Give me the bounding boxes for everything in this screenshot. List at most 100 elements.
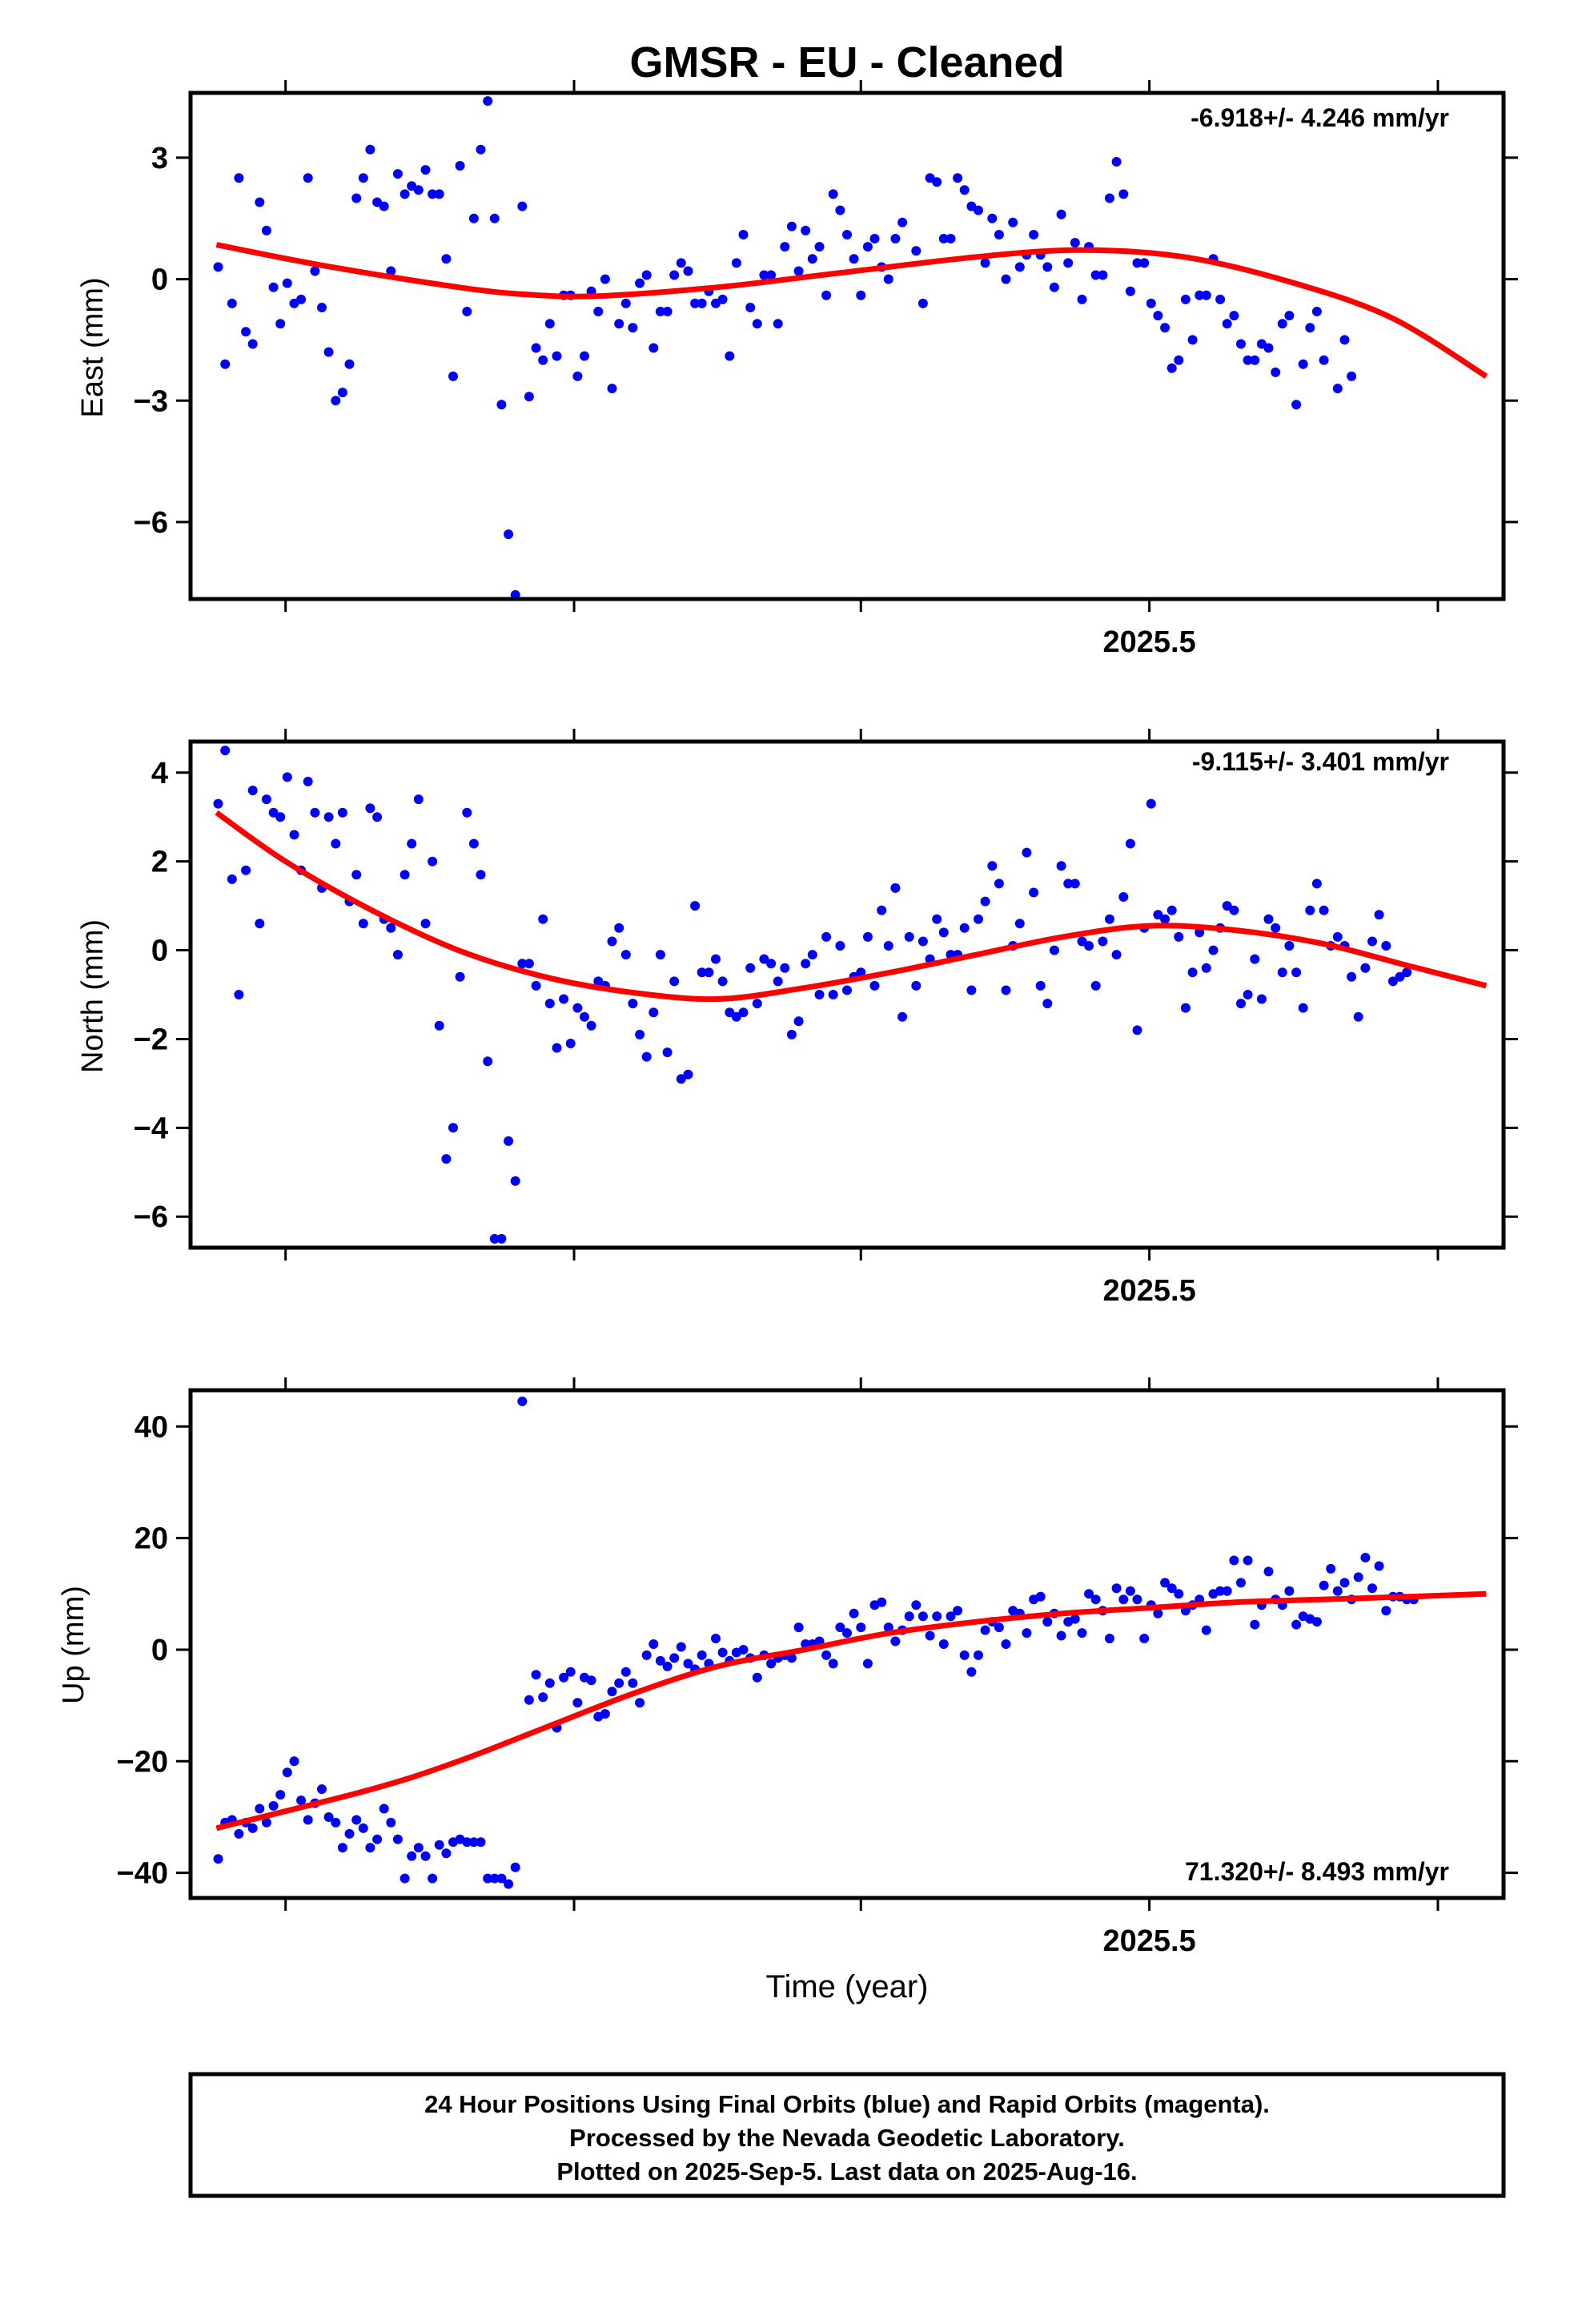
north-data-point <box>1111 950 1122 960</box>
north-data-point <box>1291 967 1302 978</box>
north-data-point <box>1187 967 1198 978</box>
north-y-tick-label: 2 <box>151 846 168 879</box>
up-data-point <box>786 1653 797 1663</box>
north-data-point <box>1118 892 1129 902</box>
east-data-point <box>261 225 271 235</box>
east-data-point <box>593 307 604 316</box>
east-data-point <box>600 274 610 284</box>
up-data-point <box>607 1687 617 1697</box>
up-data-point <box>925 1630 935 1641</box>
north-data-point <box>994 879 1004 889</box>
up-data-point <box>351 1815 362 1825</box>
east-data-point <box>821 290 832 300</box>
north-data-point <box>392 950 403 960</box>
east-data-point <box>1339 335 1350 345</box>
north-data-point <box>496 1233 507 1244</box>
north-data-point <box>310 807 320 818</box>
north-data-point <box>1367 936 1377 947</box>
east-data-point <box>317 303 327 312</box>
up-data-point <box>1250 1619 1260 1630</box>
north-data-point <box>717 976 728 987</box>
east-data-point <box>897 217 908 227</box>
up-data-point <box>1042 1617 1053 1627</box>
east-data-point <box>282 278 292 288</box>
up-data-point <box>1090 1594 1101 1605</box>
up-data-point <box>392 1834 403 1844</box>
east-data-point <box>1305 323 1315 333</box>
north-data-point <box>731 1011 741 1022</box>
up-data-point <box>953 1606 963 1616</box>
east-data-point <box>1332 384 1343 394</box>
east-data-point <box>1090 270 1101 280</box>
up-data-point <box>1125 1586 1135 1596</box>
up-data-point <box>1374 1561 1384 1571</box>
north-data-point <box>890 883 901 893</box>
up-data-point <box>662 1661 673 1671</box>
up-data-point <box>1339 1578 1350 1588</box>
up-data-point <box>959 1650 970 1660</box>
up-data-point <box>1001 1639 1011 1649</box>
east-data-point <box>835 205 845 215</box>
north-data-point <box>1222 901 1232 911</box>
east-data-point <box>1153 311 1163 321</box>
east-data-point <box>358 173 368 183</box>
north-data-point <box>420 919 431 929</box>
up-panel: 40 20 0 −20 −40 2025.5 Up (mm) 71.320+/- 8.49… <box>57 1377 1518 1958</box>
east-data-point <box>1195 290 1205 300</box>
up-data-point <box>669 1653 680 1663</box>
up-data-point <box>413 1843 424 1853</box>
east-x-tick-label: 2025.5 <box>1103 625 1196 659</box>
north-data-point <box>711 954 721 964</box>
north-data-point <box>1284 941 1295 951</box>
east-plot-frame <box>188 90 1506 601</box>
east-data-point <box>759 270 769 280</box>
north-data-point <box>987 861 998 871</box>
up-data-point <box>565 1667 576 1677</box>
north-data-point <box>648 1007 659 1018</box>
north-data-point <box>801 959 811 969</box>
up-data-point <box>1311 1617 1322 1627</box>
north-y-tick-label: −2 <box>134 1023 168 1056</box>
north-data-point <box>268 807 279 818</box>
east-data-point <box>1049 282 1059 292</box>
east-data-point <box>1277 319 1287 329</box>
north-data-point <box>1070 879 1080 889</box>
north-data-point <box>365 803 375 814</box>
north-data-point <box>489 1233 500 1244</box>
north-data-point <box>220 746 231 756</box>
east-data-point <box>531 343 541 353</box>
east-data-point <box>1291 400 1302 410</box>
north-data-point <box>559 994 569 1004</box>
east-data-point <box>974 205 983 215</box>
up-data-point <box>994 1622 1004 1633</box>
east-data-point <box>310 266 320 276</box>
north-data-point <box>1332 931 1343 942</box>
north-data-point <box>877 905 887 915</box>
east-data-point <box>1070 238 1080 248</box>
east-data-point <box>275 319 286 329</box>
north-data-point <box>835 941 845 951</box>
east-data-point <box>247 339 258 349</box>
north-data-point <box>932 914 942 924</box>
north-data-point <box>966 985 977 995</box>
east-data-point <box>428 189 438 199</box>
east-data-point <box>434 189 444 199</box>
north-data-point <box>531 980 541 991</box>
north-data-point <box>247 786 258 795</box>
footer-line-2: Processed by the Nevada Geodetic Laborat… <box>569 2124 1125 2152</box>
east-data-point <box>544 319 555 329</box>
east-data-point <box>628 323 638 333</box>
north-data-point <box>565 1039 576 1048</box>
north-fit-curve <box>215 810 1488 1003</box>
east-data-point <box>489 213 500 223</box>
north-data-point <box>282 772 292 782</box>
north-data-point <box>261 794 271 805</box>
north-data-point <box>1022 847 1032 858</box>
up-data-point <box>683 1659 693 1669</box>
east-data-point <box>241 327 251 337</box>
up-data-point <box>697 1650 707 1660</box>
north-data-point <box>504 1136 514 1146</box>
east-data-point <box>801 225 811 235</box>
east-data-point <box>392 169 403 179</box>
up-data-point <box>1118 1594 1129 1605</box>
